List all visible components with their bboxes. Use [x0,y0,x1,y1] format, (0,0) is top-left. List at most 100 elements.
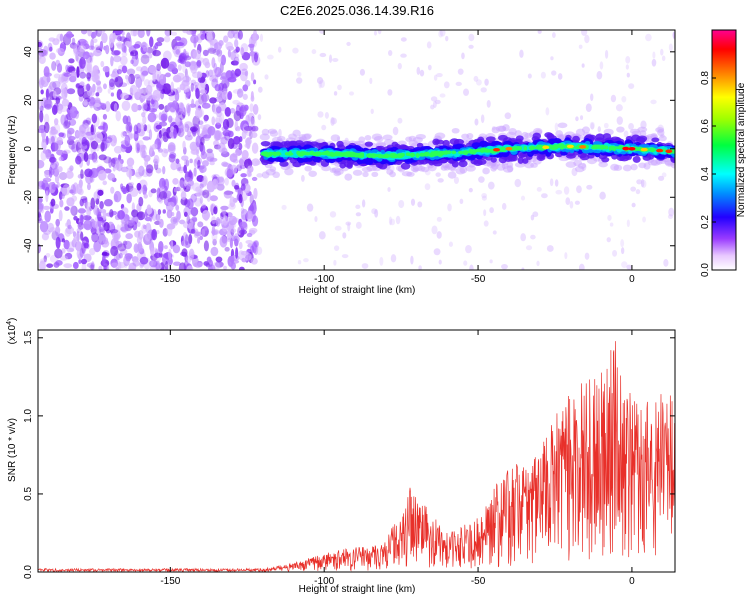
spectrogram-cell [53,73,61,79]
spectrogram-cell [193,158,198,168]
spectrogram-cell [102,65,110,73]
spectrogram-cell [83,99,88,106]
spectrogram-y-tick-label: 40 [23,46,34,58]
spectrogram-cell [41,179,49,191]
spectrogram-cell [601,156,610,163]
spectrogram-cell [164,178,170,191]
spectrogram-cell [197,71,203,78]
spectrogram-cell [197,221,204,228]
spectrogram-cell [243,125,253,131]
spectrogram-cell [369,77,373,85]
spectrogram-cell [438,30,444,38]
spectrogram-cell [95,92,100,97]
spectrogram-cell [90,197,96,210]
spectrogram-cell [39,220,49,233]
spectrogram-cell [230,107,236,114]
spectrogram-cell [113,102,118,113]
spectrogram-cell [143,79,151,87]
spectrogram-cell [400,37,407,42]
spectrogram-cell [203,261,210,266]
spectrogram-cell [178,262,187,270]
spectrogram-cell [80,231,84,241]
spectrogram-cell [48,156,57,163]
spectrogram-cell [253,79,257,85]
spectrogram-cell [432,100,437,108]
spectrogram-cell [148,129,153,141]
spectrogram-cell [41,182,50,191]
colorbar-tick-label: 0.2 [700,215,711,229]
spectrogram-cell [166,223,176,230]
spectrogram-cell [244,79,251,87]
spectrogram-cell [183,179,188,187]
spectrogram-cell [93,191,99,201]
spectrogram-cell [541,193,548,199]
spectrogram-cell [626,72,630,78]
spectrogram-cell [579,115,584,121]
spectrogram-cell [194,231,202,237]
spectrogram-cell [114,76,124,88]
spectrogram-cell [387,187,391,192]
spectrogram-cell [192,115,201,127]
spectrogram-cell [102,83,107,90]
spectrogram-cell [125,74,129,80]
spectrogram-cell [137,139,144,150]
spectrogram-cell [93,68,99,81]
spectrogram-cell [104,168,112,174]
spectrogram-cell [400,162,411,170]
spectrogram-cell [253,187,258,200]
spectrogram-cell [525,245,533,251]
spectrogram-cell [284,167,294,176]
spectrogram-y-tick-label: -40 [23,238,34,253]
spectrogram-cell [51,183,59,190]
spectrogram-cell [672,31,675,40]
spectrogram-cell [383,154,388,157]
spectrogram-cell [651,58,657,67]
spectrogram-cell [197,188,205,198]
colorbar-label: Normalized spectral amplitude [736,82,747,217]
spectrogram-cell [135,168,143,179]
spectrogram-cell [202,175,208,187]
snr-y-tick-label: 0.0 [23,565,34,579]
spectrogram-cell [609,222,614,227]
spectrogram-cell [199,89,208,95]
spectrogram-cell [86,183,91,191]
spectrogram-cell [628,122,634,130]
spectrogram-cell [80,30,88,35]
spectrogram-cell [278,128,282,138]
spectrogram-cell [59,255,69,261]
spectrogram-cell [655,127,665,133]
spectrogram-cell [91,113,98,124]
spectrogram-cell [242,93,248,100]
spectrogram-cell [187,198,194,210]
spectrogram-cell [79,56,86,69]
spectrogram-cell [219,235,228,248]
spectrogram-cell [139,256,149,265]
spectrogram-cell [162,83,172,95]
spectrogram-cell [159,73,166,86]
spectrogram-cell [361,263,369,269]
spectrogram-cell [186,215,191,225]
snr-x-ticks: -150 -100 -50 0 [160,330,635,587]
spectrogram-cell [238,193,243,204]
spectrogram-cell [487,181,495,190]
snr-y-scale-factor: (x104) [6,318,18,345]
spectrogram-cell [389,171,396,178]
spectrogram-cell [388,216,393,226]
spectrogram-cell [173,261,181,266]
spectrogram-cell [636,179,643,185]
spectrogram-cell [563,186,570,195]
spectrogram-cell [248,43,255,48]
spectrogram-cell [252,33,257,45]
spectrogram-cell [75,83,80,89]
spectrogram-cell [501,263,508,270]
spectrogram-cell [194,100,200,111]
spectrogram-cell [201,203,207,209]
spectrogram-cell [61,238,66,243]
spectrogram-cell [45,152,51,160]
spectrogram-cell [67,224,72,230]
spectrogram-cell [585,103,592,113]
spectrogram-cell [463,88,470,96]
spectrogram-cell [155,213,161,222]
spectrogram-cell [227,137,235,150]
spectrogram-cell [55,236,61,249]
